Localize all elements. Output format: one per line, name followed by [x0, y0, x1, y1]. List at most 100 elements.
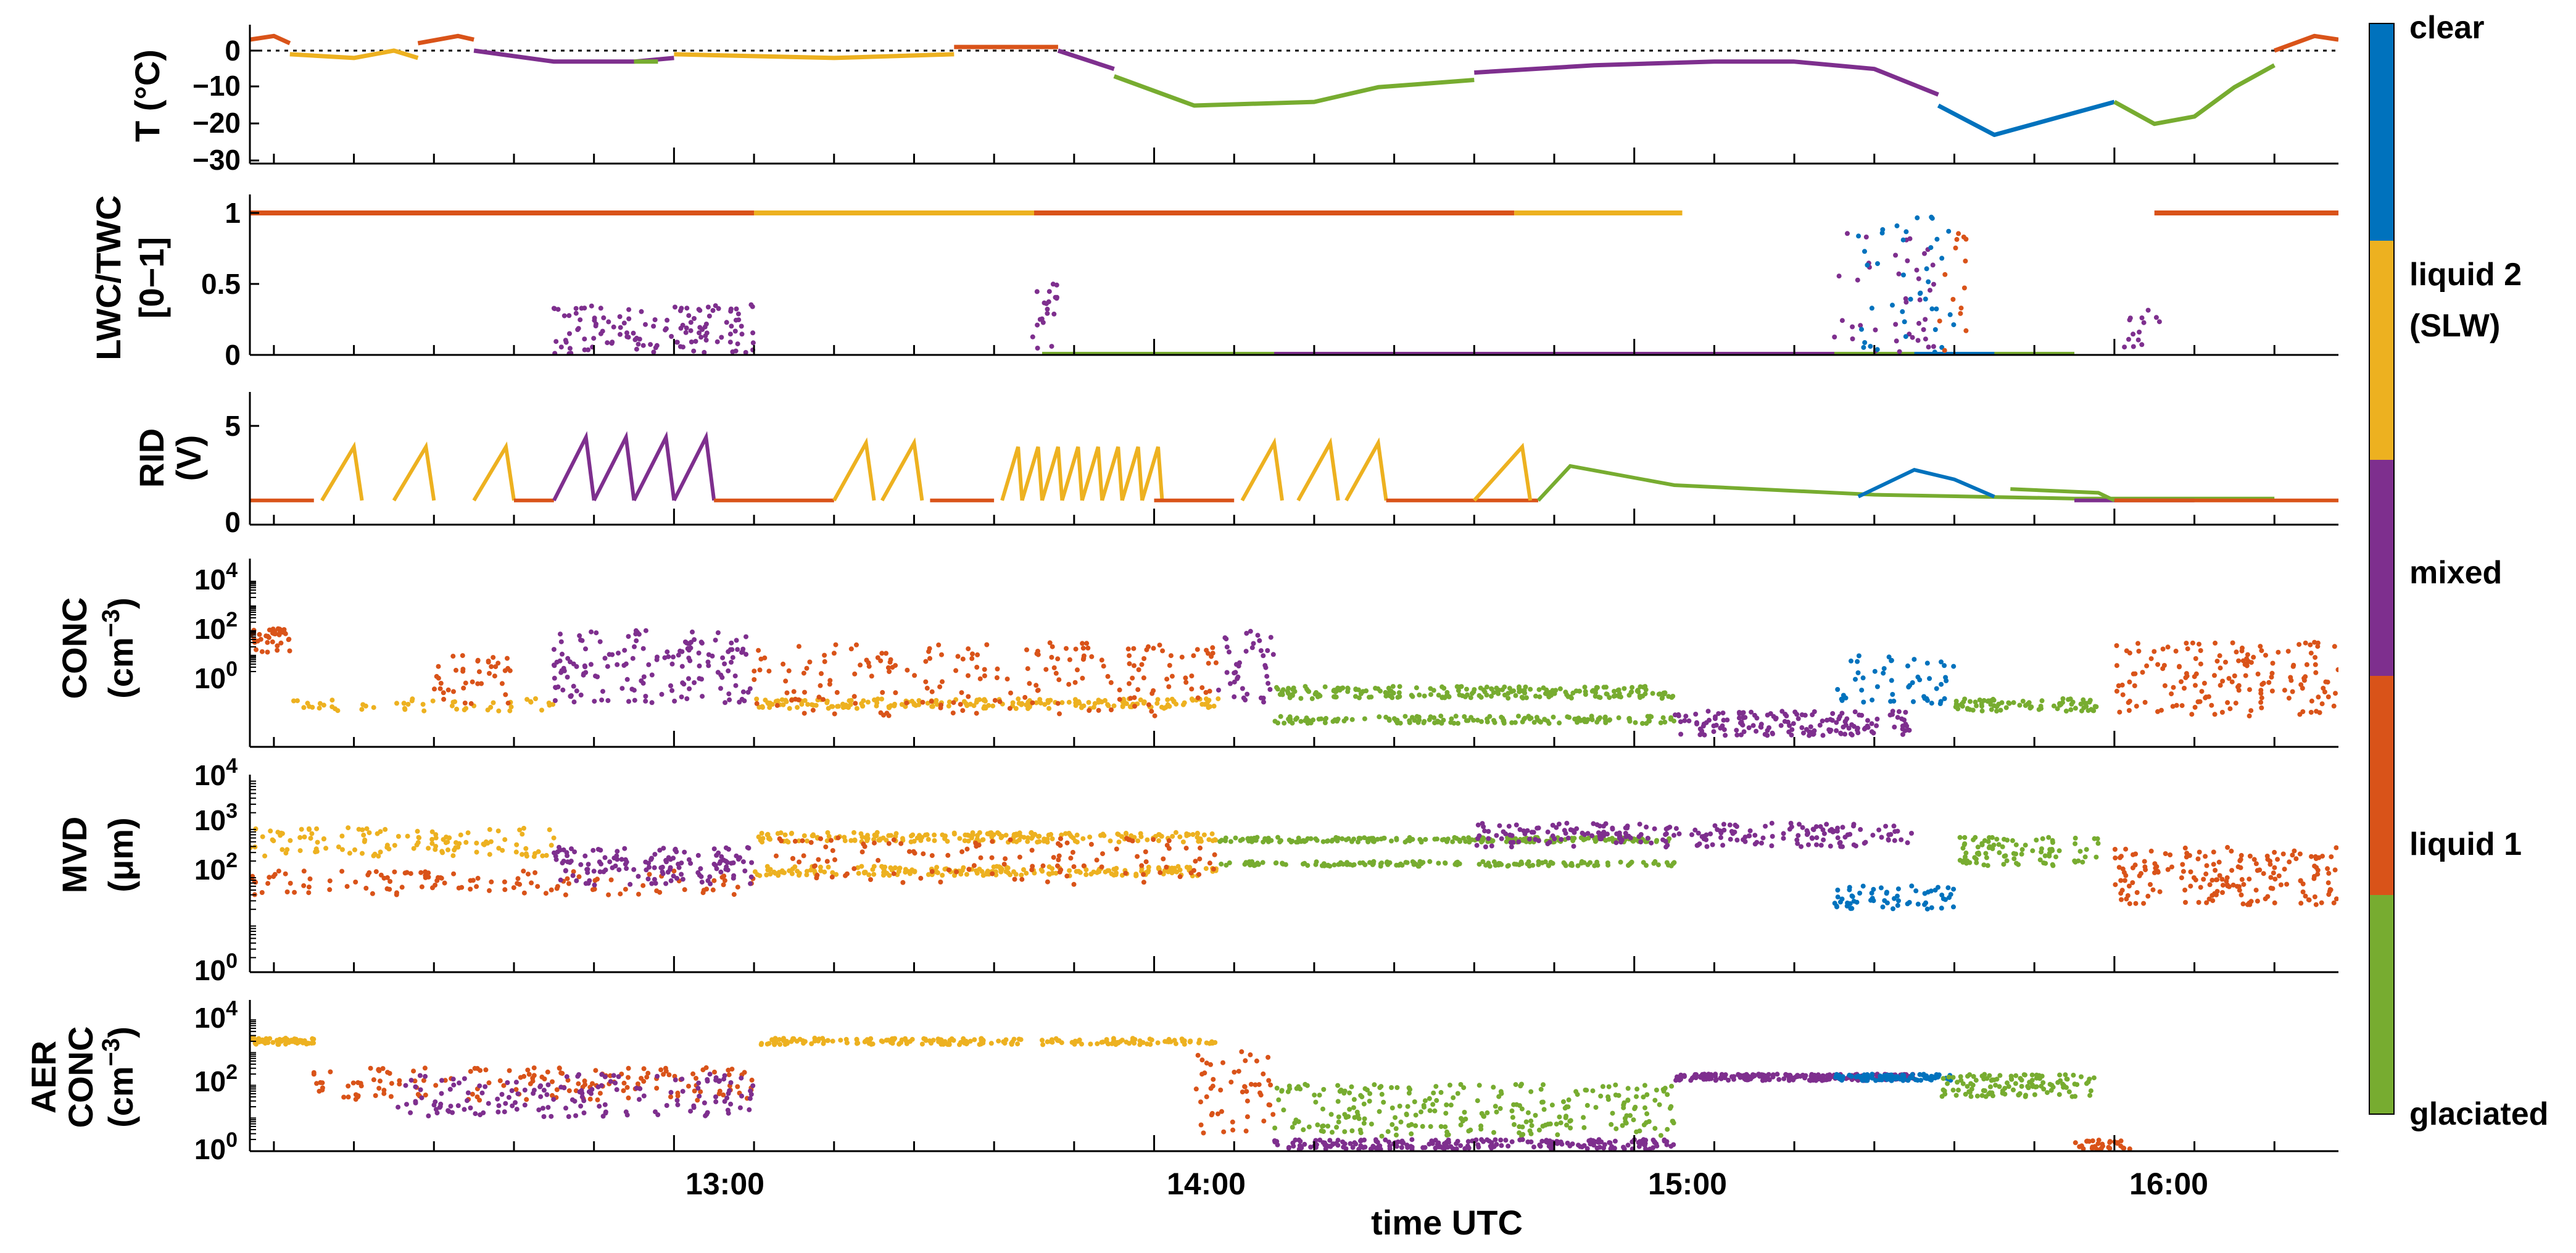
mvd-point — [1173, 830, 1178, 835]
conc-point — [1066, 681, 1072, 687]
lwc-point — [573, 306, 579, 311]
mvd-point — [658, 865, 664, 870]
lwc-point — [618, 325, 623, 330]
conc-point — [2165, 644, 2171, 650]
aer-point — [1137, 1038, 1143, 1044]
mvd-point — [1071, 864, 1077, 870]
conc-point — [865, 699, 871, 705]
mvd-point — [1184, 865, 1190, 870]
aer-point — [645, 1070, 651, 1076]
conc-point — [821, 697, 826, 702]
mvd-point — [1051, 855, 1056, 860]
conc-point — [1516, 714, 1521, 719]
aer-point — [510, 1103, 515, 1109]
mvd-point — [1820, 827, 1826, 833]
mvd-point — [1813, 824, 1819, 830]
aer-point — [1342, 1088, 1348, 1094]
conc-point — [1199, 702, 1205, 707]
mvd-point — [327, 887, 333, 893]
lwc-point — [2137, 330, 2142, 335]
mvd-point — [800, 838, 805, 844]
mvd-point — [582, 853, 588, 859]
conc-point — [1286, 686, 1291, 691]
conc-point — [616, 651, 621, 656]
aer-point — [1625, 1097, 1631, 1103]
aer-point — [397, 1078, 402, 1083]
lwc-point — [673, 304, 677, 310]
lwc-point — [1929, 306, 1935, 312]
mvd-point — [1331, 862, 1337, 868]
conc-point — [715, 670, 721, 675]
aer-point — [830, 1038, 835, 1044]
mvd-point — [2169, 864, 2174, 870]
lwc-point — [1916, 276, 1921, 281]
lwc-point — [1045, 306, 1050, 312]
aer-point — [579, 1088, 584, 1093]
mvd-point — [585, 870, 590, 875]
mvd-point — [597, 869, 603, 875]
mvd-point — [2142, 859, 2147, 864]
lwc-point — [1958, 306, 1964, 311]
conc-point — [938, 702, 944, 708]
mvd-point — [1423, 837, 1428, 842]
aer-point — [1525, 1139, 1531, 1144]
conc-point — [491, 700, 496, 706]
aer-point — [598, 1083, 604, 1088]
mvd-point — [544, 852, 549, 858]
mvd-point — [1394, 862, 1399, 868]
mvd-point — [450, 853, 456, 859]
aer-point — [1204, 1040, 1209, 1046]
aer-point — [1433, 1084, 1439, 1089]
temperature-segment-liquid1 — [417, 33, 474, 46]
conc-point — [1154, 701, 1160, 706]
conc-point — [643, 698, 648, 704]
mvd-point — [1166, 838, 1172, 843]
conc-point — [2236, 688, 2242, 693]
mvd-point — [1871, 886, 1876, 892]
aer-point — [1245, 1098, 1250, 1104]
conc-point — [1592, 694, 1598, 699]
mvd-point — [1324, 838, 1330, 844]
lwc-point — [1045, 310, 1050, 316]
lwc-point — [1963, 236, 1969, 242]
conc-point — [886, 713, 892, 718]
mvd-point — [531, 854, 537, 859]
mvd-point — [521, 890, 527, 896]
mvd-point — [870, 867, 876, 872]
conc-point — [1073, 646, 1079, 652]
conc-point — [2313, 662, 2318, 667]
conc-point — [432, 686, 437, 692]
aer-point — [728, 1101, 734, 1107]
mvd-point — [1896, 898, 1901, 904]
lwc-point — [626, 307, 632, 312]
aer-point — [1539, 1099, 1544, 1105]
mvd-point — [586, 862, 591, 867]
aer-point — [1658, 1133, 1663, 1138]
conc-point — [1394, 717, 1400, 723]
aer-point — [602, 1102, 608, 1107]
mvd-point — [811, 832, 816, 838]
mvd-point — [1489, 843, 1494, 849]
aer-point — [1204, 1060, 1209, 1066]
mvd-point — [560, 860, 565, 866]
conc-point — [2308, 710, 2314, 715]
conc-point — [605, 698, 611, 703]
conc-point — [1721, 727, 1727, 733]
mvd-point — [2095, 841, 2101, 846]
mvd-point — [2268, 875, 2274, 880]
conc-point — [982, 673, 987, 678]
conc-point — [668, 683, 673, 688]
mvd-point — [2292, 848, 2297, 854]
conc-point — [2055, 706, 2060, 712]
conc-point — [1436, 719, 1441, 725]
lwc-point — [2139, 342, 2145, 348]
aer-point — [1541, 1107, 1547, 1112]
lwc-point — [684, 325, 689, 331]
aer-point — [737, 1105, 743, 1110]
mvd-point — [378, 829, 383, 835]
conc-point — [1165, 697, 1170, 702]
aer-point — [381, 1088, 387, 1093]
mvd-point — [2039, 846, 2044, 852]
aer-point — [1348, 1141, 1353, 1146]
mvd-point — [845, 871, 850, 876]
